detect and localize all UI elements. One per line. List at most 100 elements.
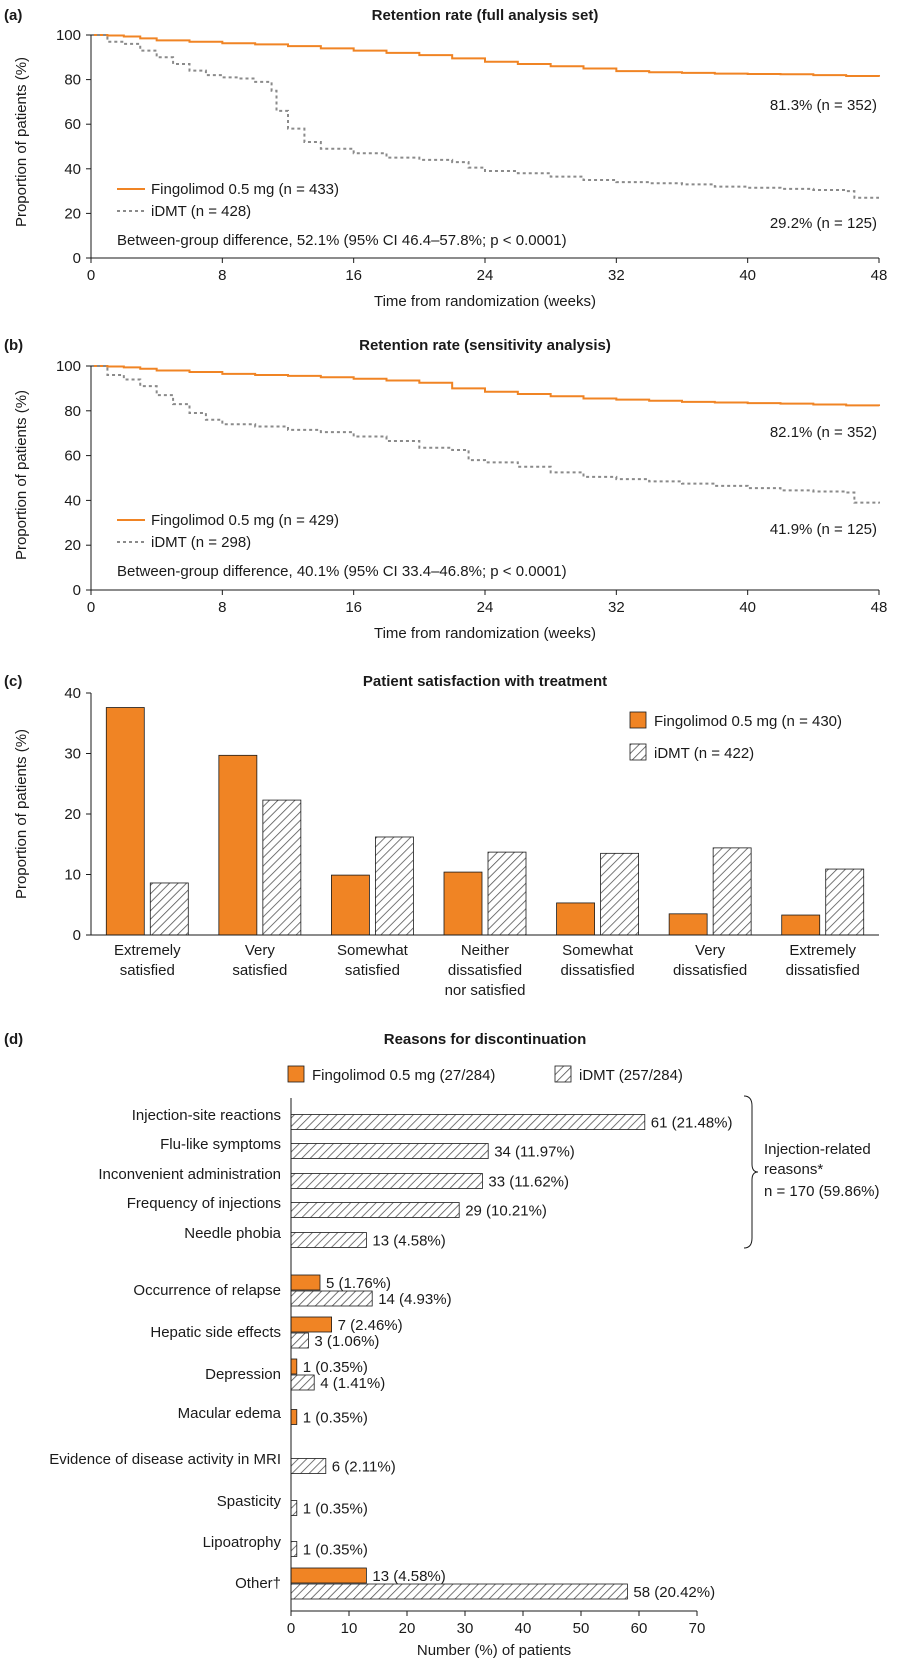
panel-b-ytick-label: 100 bbox=[56, 358, 81, 375]
panel-b-end-label-idmt-text: 41.9% (n = 125) bbox=[770, 521, 877, 538]
panel-d-bar-label-idmt: 1 (0.35%) bbox=[303, 1501, 368, 1518]
panel-c-category-labels: Extremely satisfied Very satisfied Somewhat s… bbox=[114, 942, 860, 999]
panel-d-bar-idmt bbox=[290, 1332, 309, 1349]
panel-a-ytick-label: 40 bbox=[64, 161, 81, 178]
panel-b-xtick-label: 8 bbox=[218, 599, 226, 616]
panel-a-x-axis-label: Time from randomization (weeks) bbox=[374, 293, 596, 310]
panel-a-end-label-fingolimod-text: 81.3% (n = 352) bbox=[770, 97, 877, 114]
panel-c-y-axis-label: Proportion of patients (%) bbox=[13, 729, 30, 899]
panel-d-xtick-label: 10 bbox=[341, 1620, 358, 1637]
panel-c-legend-swatch-idmt bbox=[629, 743, 647, 761]
panel-d-reason-label: Hepatic side effects bbox=[150, 1324, 281, 1341]
panel-d-legend-fingolimod: Fingolimod 0.5 mg (27/284) bbox=[312, 1067, 495, 1084]
panel-d-bar-fingolimod bbox=[290, 1316, 332, 1333]
panel-a-xtick-label: 24 bbox=[477, 267, 494, 284]
panel-b-title: Retention rate (sensitivity analysis) bbox=[359, 337, 611, 354]
panel-c-label: (c) bbox=[4, 673, 22, 690]
panel-c-category-label-line: satisfied bbox=[120, 962, 175, 979]
panel-d-xtick-label: 20 bbox=[399, 1620, 416, 1637]
panel-d-xtick-label: 70 bbox=[689, 1620, 706, 1637]
panel-d-legend-swatch-idmt bbox=[554, 1065, 572, 1083]
panel-b-ytick-label: 40 bbox=[64, 492, 81, 509]
panel-d-bracket-line-2: reasons* bbox=[764, 1161, 823, 1178]
panel-d-bar-label-idmt: 58 (20.42%) bbox=[633, 1584, 715, 1601]
panel-c-category-label-line: nor satisfied bbox=[445, 982, 526, 999]
panel-d-reason-label: Inconvenient administration bbox=[98, 1166, 281, 1183]
panel-c-legend-fingolimod: Fingolimod 0.5 mg (n = 430) bbox=[654, 713, 842, 730]
panel-d-reason-label: Frequency of injections bbox=[127, 1195, 281, 1212]
panel-a-ytick-label: 20 bbox=[64, 205, 81, 222]
panel-d-bar-fingolimod bbox=[290, 1409, 298, 1425]
panel-c-bar-fingolimod bbox=[218, 754, 258, 936]
panel-d-bar-idmt bbox=[290, 1173, 483, 1189]
panel-c-bar-idmt bbox=[600, 852, 639, 936]
panel-a-difference-text: Between-group difference, 52.1% (95% CI … bbox=[117, 232, 567, 249]
panel-c-bar-fingolimod bbox=[668, 913, 708, 936]
panel-a-legend-fingolimod: Fingolimod 0.5 mg (n = 433) bbox=[151, 181, 339, 198]
panel-d-reason-label: Injection-site reactions bbox=[132, 1107, 281, 1124]
panel-d-bar-fingolimod bbox=[290, 1567, 367, 1584]
panel-c-category-label: Somewhat dissatisfied bbox=[560, 942, 634, 979]
panel-c-category-label: Neither dissatisfied nor satisfied bbox=[445, 942, 526, 999]
panel-d-legend-idmt: iDMT (257/284) bbox=[579, 1067, 683, 1084]
panel-d-xtick-label: 60 bbox=[631, 1620, 648, 1637]
panel-b-y-axis-label: Proportion of patients (%) bbox=[13, 390, 30, 560]
panel-b-xtick-label: 48 bbox=[871, 599, 888, 616]
panel-c-bar-idmt bbox=[375, 836, 414, 936]
panel-c-category-label-line: Extremely bbox=[789, 942, 856, 959]
panel-c-category-label: Somewhat satisfied bbox=[337, 942, 409, 979]
panel-c-category-label-line: dissatisfied bbox=[673, 962, 747, 979]
panel-c-legend-swatch-fingolimod bbox=[629, 711, 647, 729]
panel-d-bar-label-idmt: 4 (1.41%) bbox=[320, 1375, 385, 1392]
panel-d-reason-label: Macular edema bbox=[178, 1405, 282, 1422]
panel-d-reason-label: Needle phobia bbox=[184, 1225, 281, 1242]
panel-c-category-label-line: satisfied bbox=[345, 962, 400, 979]
panel-c-ytick-label: 20 bbox=[64, 806, 81, 823]
panel-a-label: (a) bbox=[4, 7, 22, 24]
panel-c-bar-idmt bbox=[149, 882, 189, 936]
panel-c-category-label-line: Somewhat bbox=[562, 942, 634, 959]
panel-a-title: Retention rate (full analysis set) bbox=[372, 7, 599, 24]
panel-c-bar-fingolimod bbox=[556, 902, 595, 936]
panel-b-series bbox=[91, 365, 880, 504]
panel-b-retention-sensitivity: (b) Retention rate (sensitivity analysis… bbox=[4, 337, 887, 642]
panel-b-end-label-idmt: 41.9% (n = 125) bbox=[770, 521, 877, 538]
panel-c-category-label-line: dissatisfied bbox=[448, 962, 522, 979]
panel-b-line-idmt bbox=[91, 365, 880, 504]
panel-d-bar-label-idmt: 34 (11.97%) bbox=[494, 1144, 575, 1161]
panel-d-reason-label: Depression bbox=[205, 1366, 281, 1383]
panel-d-xtick-label: 40 bbox=[515, 1620, 532, 1637]
panel-d-bar-label-idmt: 3 (1.06%) bbox=[314, 1333, 379, 1350]
panel-d-bar-fingolimod bbox=[290, 1358, 298, 1375]
panel-b-legend-idmt: iDMT (n = 298) bbox=[151, 534, 251, 551]
panel-b-end-label-fingolimod-text: 82.1% (n = 352) bbox=[770, 424, 877, 441]
panel-d-xtick-label: 0 bbox=[287, 1620, 295, 1637]
panel-a-retention-full: (a) Retention rate (full analysis set) P… bbox=[4, 7, 887, 310]
panel-c-bar-idmt bbox=[487, 851, 527, 936]
panel-b-xtick-label: 32 bbox=[608, 599, 625, 616]
panel-a-xtick-label: 8 bbox=[218, 267, 226, 284]
panel-c-category-label-line: Very bbox=[695, 942, 726, 959]
panel-d-rows: Injection-site reactions 61 (21.48%) Flu-l… bbox=[49, 1107, 732, 1601]
panel-d-reason-label: Spasticity bbox=[217, 1493, 282, 1510]
panel-c-category-label: Very dissatisfied bbox=[673, 942, 747, 979]
panel-d-bar-label-fingolimod: 1 (0.35%) bbox=[303, 1410, 368, 1427]
panel-c-ytick-label: 10 bbox=[64, 867, 81, 884]
panel-c-bar-fingolimod bbox=[781, 914, 821, 936]
panel-c-category-label-line: Very bbox=[245, 942, 276, 959]
panel-a-xtick-label: 16 bbox=[345, 267, 362, 284]
panel-d-reason-label: Other† bbox=[235, 1575, 281, 1592]
panel-c-category-label: Extremely satisfied bbox=[114, 942, 181, 979]
panel-a-ticks: 0 20 40 60 80 100 0 8 16 24 32 40 48 bbox=[56, 27, 887, 284]
panel-d-bar-idmt bbox=[290, 1290, 373, 1307]
panel-a-ytick-label: 80 bbox=[64, 72, 81, 89]
panel-d-bar-fingolimod bbox=[290, 1274, 321, 1291]
panel-a-line-fingolimod bbox=[91, 34, 880, 78]
panel-d-reason-label: Evidence of disease activity in MRI bbox=[49, 1451, 281, 1468]
panel-d-bar-label-idmt: 61 (21.48%) bbox=[651, 1115, 733, 1132]
panel-c-ytick-label: 40 bbox=[64, 685, 81, 702]
panel-c-bar-fingolimod bbox=[443, 871, 483, 936]
panel-a-xtick-label: 0 bbox=[87, 267, 95, 284]
panel-d-bracket-line-1: Injection-related bbox=[764, 1141, 871, 1158]
panel-d-bar-idmt bbox=[290, 1541, 298, 1557]
